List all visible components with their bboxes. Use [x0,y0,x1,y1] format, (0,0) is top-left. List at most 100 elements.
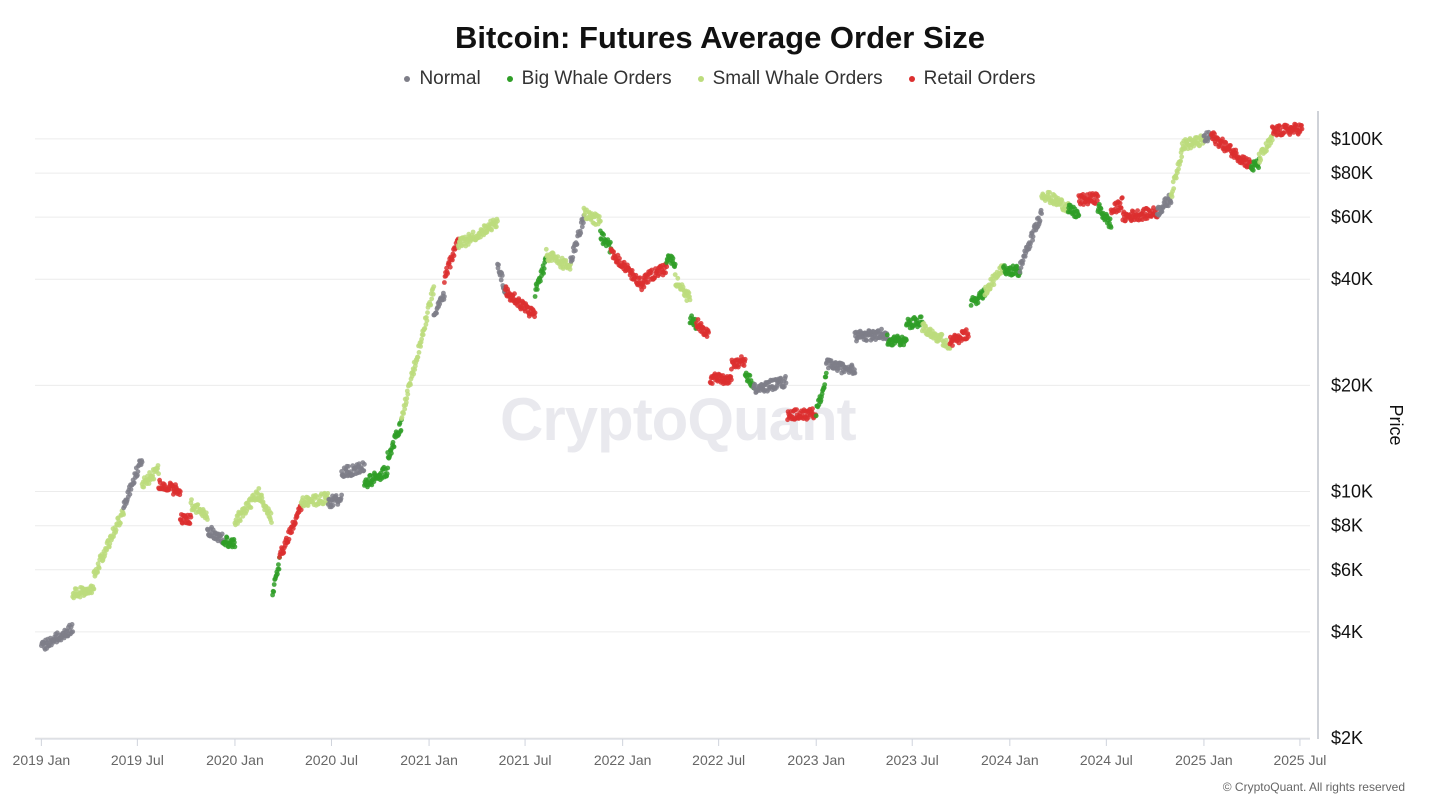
data-point-small-whale-orders [425,310,430,315]
legend-marker-normal [404,76,411,82]
data-point-big-whale-orders [1002,263,1007,268]
data-point-normal [852,370,858,376]
data-point-normal [1168,200,1174,206]
data-point-big-whale-orders [275,571,280,577]
data-point-retail-orders [188,514,194,520]
legend-item-big-whale-orders[interactable]: Big Whale Orders [506,68,672,90]
data-point-retail-orders [704,334,710,339]
y-tick-label: $20K [1331,375,1373,395]
data-point-big-whale-orders [1256,165,1261,171]
data-point-small-whale-orders [1175,170,1180,176]
data-point-big-whale-orders [532,294,538,299]
data-point-big-whale-orders [904,337,909,343]
data-point-big-whale-orders [390,439,396,445]
data-point-retail-orders [446,261,452,266]
data-point-small-whale-orders [405,391,411,397]
data-point-normal [573,248,578,254]
data-point-retail-orders [695,317,701,322]
x-tick-label: 2024 Jan [981,752,1039,768]
legend-label-big-whale-orders: Big Whale Orders [521,68,672,89]
data-point-small-whale-orders [269,520,274,525]
data-point-retail-orders [950,343,955,348]
data-point-big-whale-orders [1098,206,1104,212]
y-tick-label: $6K [1331,560,1363,580]
data-point-small-whale-orders [1169,194,1175,200]
data-point-small-whale-orders [1264,148,1269,154]
data-point-small-whale-orders [91,586,97,592]
data-point-normal [783,380,789,386]
data-point-small-whale-orders [107,541,113,547]
data-point-small-whale-orders [205,517,210,522]
data-point-small-whale-orders [404,396,410,401]
data-point-big-whale-orders [608,239,613,245]
data-point-small-whale-orders [325,491,331,496]
y-tick-label: $4K [1331,622,1363,642]
data-point-small-whale-orders [567,266,573,272]
data-point-normal [362,461,367,467]
data-point-retail-orders [447,264,453,270]
legend-item-normal[interactable]: Normal [404,68,481,90]
data-point-normal [1039,211,1044,217]
data-point-retail-orders [1213,141,1218,147]
data-point-retail-orders [1220,136,1225,142]
legend-item-retail-orders[interactable]: Retail Orders [908,68,1036,90]
data-point-small-whale-orders [1179,154,1185,160]
data-point-small-whale-orders [89,590,95,596]
x-tick-label: 2022 Jul [692,752,745,768]
data-point-normal [752,381,758,387]
data-point-small-whale-orders [424,318,430,324]
data-point-small-whale-orders [121,512,126,517]
data-point-small-whale-orders [416,350,422,355]
x-tick-label: 2021 Jan [400,752,458,768]
legend-marker-big-whale-orders [506,76,513,82]
data-point-small-whale-orders [402,406,408,412]
data-point-normal [864,338,869,343]
data-point-big-whale-orders [1076,212,1082,218]
legend-item-small-whale-orders[interactable]: Small Whale Orders [697,68,883,90]
y-tick-label: $100K [1331,129,1383,149]
data-point-normal [1020,258,1026,264]
data-point-normal [782,384,787,389]
data-point-retail-orders [1281,130,1287,136]
data-point-big-whale-orders [884,332,890,338]
x-tick-label: 2023 Jan [787,752,845,768]
data-point-small-whale-orders [563,258,569,263]
data-point-small-whale-orders [423,322,429,327]
legend-label-small-whale-orders: Small Whale Orders [712,68,883,89]
y-tick-label: $10K [1331,482,1373,502]
data-point-retail-orders [966,334,971,339]
data-point-small-whale-orders [77,594,83,600]
data-point-normal [131,480,137,486]
data-point-small-whale-orders [489,227,494,233]
data-point-small-whale-orders [687,297,693,303]
data-point-small-whale-orders [419,336,424,342]
legend-marker-small-whale-orders [697,76,704,82]
data-point-small-whale-orders [95,569,100,575]
data-point-small-whale-orders [268,510,274,516]
data-point-retail-orders [1233,150,1239,156]
data-point-big-whale-orders [534,287,540,292]
chart-legend: Normal Big Whale Orders Small Whale Orde… [0,68,1440,90]
data-point-big-whale-orders [747,373,753,378]
data-point-small-whale-orders [415,354,421,360]
data-point-retail-orders [177,489,183,494]
data-point-normal [498,277,504,283]
data-point-small-whale-orders [155,463,161,468]
data-point-normal [127,491,133,497]
data-point-normal [574,241,580,247]
data-point-retail-orders [1299,123,1304,128]
data-point-retail-orders [187,521,193,526]
data-point-retail-orders [742,356,748,362]
data-point-big-whale-orders [918,314,924,320]
data-point-normal [496,262,501,268]
data-point-normal [70,629,76,635]
data-point-retail-orders [963,327,969,333]
data-point-retail-orders [451,253,457,259]
data-point-big-whale-orders [224,535,230,541]
data-point-small-whale-orders [598,218,603,224]
copyright-notice: © CryptoQuant. All rights reserved [1222,780,1405,794]
data-point-small-whale-orders [943,337,949,343]
data-point-small-whale-orders [314,494,319,500]
data-point-small-whale-orders [104,547,109,553]
